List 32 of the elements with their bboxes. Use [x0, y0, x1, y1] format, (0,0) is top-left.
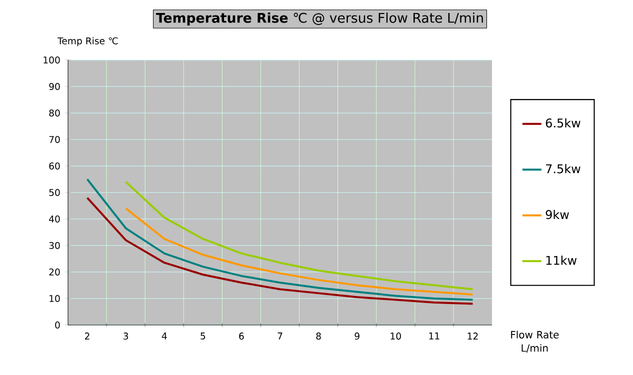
- x-tick-label: 11: [429, 332, 440, 340]
- y-tick-label: 100: [44, 56, 60, 64]
- y-tick-label: 50: [49, 188, 60, 196]
- y-axis-title: Temp Rise ℃: [58, 37, 118, 46]
- x-tick-label: 6: [239, 332, 244, 340]
- x-tick-label: 7: [278, 332, 282, 340]
- line-series: [86, 178, 474, 301]
- line-series: [124, 180, 474, 290]
- y-tick-label: 90: [49, 82, 60, 90]
- y-tick-label: 60: [49, 162, 60, 170]
- chart-title: Temperature Rise ℃ @ versus Flow Rate L/min: [156, 12, 483, 26]
- y-tick-label: 0: [55, 321, 60, 329]
- legend-label: 9kw: [546, 210, 569, 220]
- y-tick-label: 40: [49, 215, 60, 223]
- legend-label: 7.5kw: [546, 164, 580, 174]
- y-tick-label: 20: [49, 268, 60, 276]
- y-tick-label: 10: [50, 294, 60, 302]
- legend-label: 6.5kw: [546, 118, 580, 128]
- x-tick-label: 3: [124, 332, 128, 340]
- y-tick-label: 30: [49, 242, 60, 250]
- x-tick-label: 5: [200, 332, 206, 340]
- x-tick-label: 4: [162, 332, 167, 340]
- x-tick-label: 2: [85, 332, 90, 340]
- y-tick-label: 80: [49, 109, 60, 117]
- x-tick-label: 10: [390, 332, 401, 340]
- y-tick-label: 70: [49, 136, 60, 144]
- x-axis-title: Flow Rate L/min: [511, 330, 559, 353]
- x-tick-label: 12: [468, 332, 478, 340]
- x-tick-label: 8: [316, 332, 321, 340]
- legend-label: 11kw: [546, 256, 577, 265]
- x-tick-label: 9: [354, 332, 360, 340]
- line-series: [86, 196, 474, 305]
